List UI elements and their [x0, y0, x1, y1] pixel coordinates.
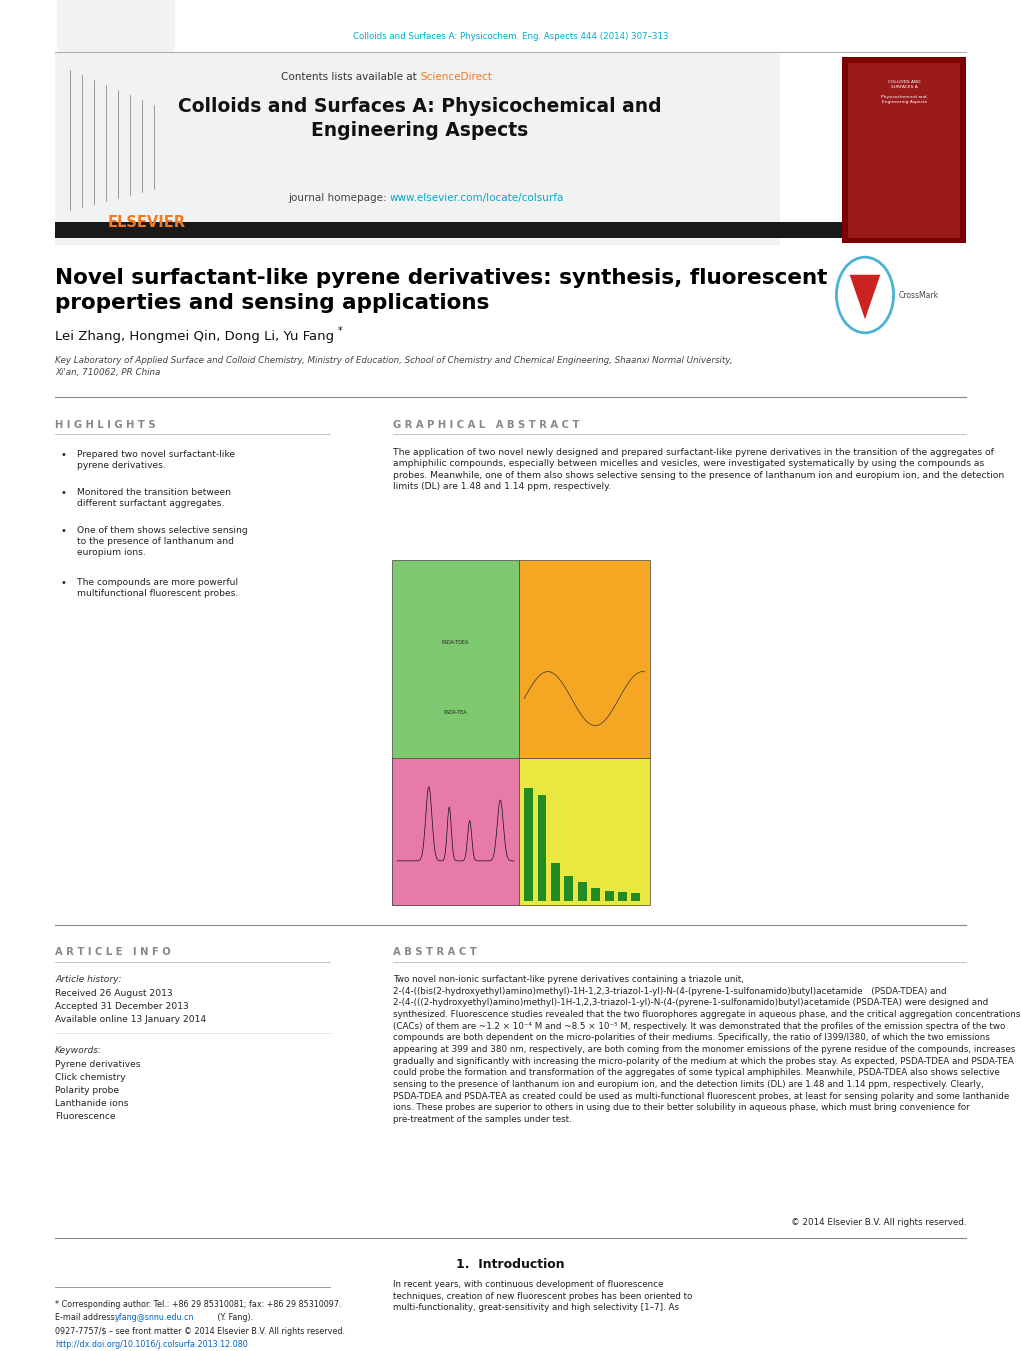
Text: *: *	[338, 326, 343, 336]
Bar	[537, 794, 546, 901]
Text: H I G H L I G H T S: H I G H L I G H T S	[55, 420, 155, 430]
Text: * Corresponding author. Tel.: +86 29 85310081; fax: +86 29 85310097.: * Corresponding author. Tel.: +86 29 853…	[55, 1300, 341, 1309]
Text: In recent years, with continuous development of fluorescence
techniques, creatio: In recent years, with continuous develop…	[393, 1279, 692, 1312]
Text: •: •	[60, 526, 66, 536]
Text: www.elsevier.com/locate/colsurfa: www.elsevier.com/locate/colsurfa	[390, 193, 565, 203]
Text: Key Laboratory of Applied Surface and Colloid Chemistry, Ministry of Education, : Key Laboratory of Applied Surface and Co…	[55, 357, 732, 377]
Text: 0927-7757/$ – see front matter © 2014 Elsevier B.V. All rights reserved.: 0927-7757/$ – see front matter © 2014 El…	[55, 1327, 345, 1336]
Bar	[591, 889, 600, 901]
Text: Available online 13 January 2014: Available online 13 January 2014	[55, 1015, 206, 1024]
Text: 1.  Introduction: 1. Introduction	[456, 1258, 565, 1271]
Polygon shape	[849, 274, 880, 319]
Text: •: •	[60, 578, 66, 588]
Text: Novel surfactant-like pyrene derivatives: synthesis, fluorescent
properties and : Novel surfactant-like pyrene derivatives…	[55, 267, 827, 313]
Text: Click chemistry: Click chemistry	[55, 1073, 126, 1082]
Bar	[565, 875, 574, 901]
Text: A R T I C L E   I N F O: A R T I C L E I N F O	[55, 947, 171, 957]
Text: Keywords:: Keywords:	[55, 1046, 102, 1055]
Text: CrossMark: CrossMark	[898, 290, 939, 300]
Bar	[55, 222, 966, 238]
Text: Article history:: Article history:	[55, 975, 121, 984]
Bar	[519, 758, 650, 905]
Text: E-mail address:: E-mail address:	[55, 1313, 119, 1323]
Text: Monitored the transition between
different surfactant aggregates.: Monitored the transition between differe…	[78, 488, 232, 508]
Text: The compounds are more powerful
multifunctional fluorescent probes.: The compounds are more powerful multifun…	[78, 578, 239, 598]
Text: Colloids and Surfaces A: Physicochemical and
Engineering Aspects: Colloids and Surfaces A: Physicochemical…	[179, 97, 662, 141]
Bar	[618, 892, 627, 901]
Text: •: •	[60, 488, 66, 499]
Text: A B S T R A C T: A B S T R A C T	[393, 947, 477, 957]
Bar	[551, 863, 560, 901]
Text: http://dx.doi.org/10.1016/j.colsurfa.2013.12.080: http://dx.doi.org/10.1016/j.colsurfa.201…	[55, 1340, 248, 1350]
Text: Received 26 August 2013: Received 26 August 2013	[55, 989, 173, 998]
Text: Polarity probe: Polarity probe	[55, 1086, 119, 1096]
Text: yfang@snnu.edu.cn: yfang@snnu.edu.cn	[115, 1313, 194, 1323]
Text: ScienceDirect: ScienceDirect	[420, 72, 492, 82]
Bar	[392, 561, 519, 905]
Bar	[604, 890, 614, 901]
Bar	[55, 51, 780, 245]
Text: Pyrene derivatives: Pyrene derivatives	[55, 1061, 141, 1069]
Text: Prepared two novel surfactant-like
pyrene derivatives.: Prepared two novel surfactant-like pyren…	[78, 450, 236, 470]
Bar	[578, 882, 587, 901]
Bar	[842, 57, 966, 243]
Bar	[57, 0, 175, 58]
Bar	[392, 758, 519, 905]
Text: •: •	[60, 450, 66, 459]
Text: PSDA-TEA: PSDA-TEA	[443, 711, 467, 715]
Text: G R A P H I C A L   A B S T R A C T: G R A P H I C A L A B S T R A C T	[393, 420, 580, 430]
Text: COLLOIDS AND
SURFACES A

Physicochemical and
Engineering Aspects: COLLOIDS AND SURFACES A Physicochemical …	[881, 80, 927, 104]
Text: © 2014 Elsevier B.V. All rights reserved.: © 2014 Elsevier B.V. All rights reserved…	[790, 1219, 966, 1227]
Bar	[524, 789, 533, 901]
Text: journal homepage:: journal homepage:	[288, 193, 390, 203]
Text: PSDA-TDEA: PSDA-TDEA	[441, 640, 469, 644]
Text: Two novel non-ionic surfactant-like pyrene derivatives containing a triazole uni: Two novel non-ionic surfactant-like pyre…	[393, 975, 1020, 1124]
Text: Contents lists available at: Contents lists available at	[281, 72, 420, 82]
Bar	[848, 63, 960, 238]
Text: Lanthanide ions: Lanthanide ions	[55, 1098, 129, 1108]
Text: Colloids and Surfaces A: Physicochem. Eng. Aspects 444 (2014) 307–313: Colloids and Surfaces A: Physicochem. En…	[352, 32, 669, 41]
Text: Lei Zhang, Hongmei Qin, Dong Li, Yu Fang: Lei Zhang, Hongmei Qin, Dong Li, Yu Fang	[55, 330, 334, 343]
Text: One of them shows selective sensing
to the presence of lanthanum and
europium io: One of them shows selective sensing to t…	[78, 526, 248, 557]
Text: The application of two novel newly designed and prepared surfactant-like pyrene : The application of two novel newly desig…	[393, 449, 1005, 492]
Bar	[519, 561, 650, 758]
Text: (Y. Fang).: (Y. Fang).	[215, 1313, 253, 1323]
Text: Fluorescence: Fluorescence	[55, 1112, 115, 1121]
Text: ELSEVIER: ELSEVIER	[108, 215, 186, 230]
Bar	[631, 893, 640, 901]
Text: Accepted 31 December 2013: Accepted 31 December 2013	[55, 1002, 189, 1011]
